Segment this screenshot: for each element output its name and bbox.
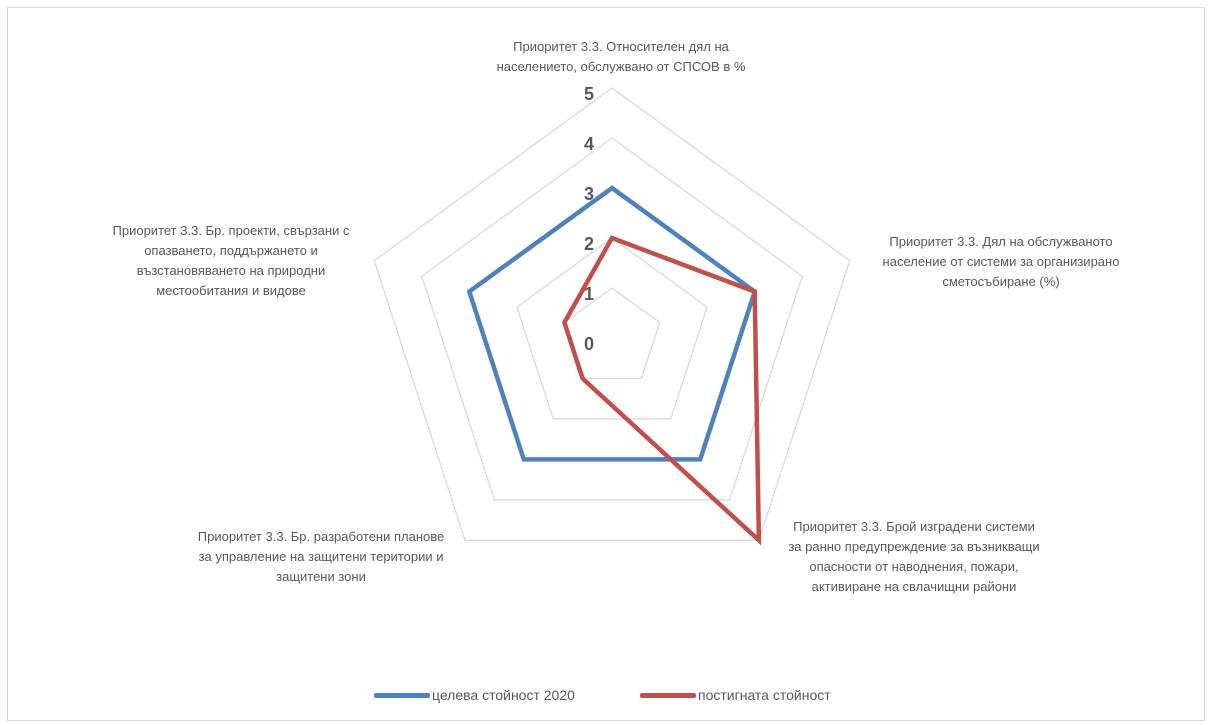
legend-swatch-achieved [640,692,696,698]
category-label-4-line-2: възстановяването на природни [136,263,326,278]
category-label-3-line-0: Приоритет 3.3. Бр. разработени планове [197,529,445,544]
category-label-3-line-2: защитени зони [276,569,366,584]
tick-label-2: 2 [584,234,594,254]
legend-swatch-target [374,692,430,698]
category-label-0-line-1: населението, обслужвано от СПСОВ в % [496,59,746,74]
legend-label-target: целева стойност 2020 [432,687,575,703]
grid-ring-2 [516,237,708,420]
category-label-4-line-3: местообитания и видове [156,283,306,298]
radial-axis-ticks: 0 1 2 3 4 5 [584,84,594,354]
grid-ring-4 [421,137,803,501]
legend-item-target: целева стойност 2020 [374,683,575,707]
radar-series [466,185,762,546]
category-label-4-line-1: опазването, поддържането и [144,243,318,258]
legend-label-achieved: постигната стойност [698,687,831,703]
category-label-1: Приоритет 3.3. Дял на обслужваното насел… [836,232,1166,292]
category-label-4: Приоритет 3.3. Бр. проекти, свързани с о… [66,221,396,301]
category-label-2: Приоритет 3.3. Брой изградени системи за… [744,517,1084,597]
series-line-1 [561,235,762,546]
category-label-2-line-1: за ранно предупреждение за възникващи [788,539,1040,554]
legend-item-achieved: постигната стойност [640,683,831,707]
radar-grid [373,87,851,541]
tick-label-5: 5 [584,84,594,104]
tick-label-3: 3 [584,184,594,204]
category-label-3-line-1: за управление на защитени територии и [198,549,444,564]
category-label-0-line-0: Приоритет 3.3. Относителен дял на [513,39,729,54]
category-label-4-line-0: Приоритет 3.3. Бр. проекти, свързани с [112,223,350,238]
tick-label-4: 4 [584,134,594,154]
grid-ring-5 [373,87,851,541]
grid-ring-1 [563,287,661,380]
category-label-1-line-2: сметосъбиране (%) [942,274,1060,289]
category-label-1-line-1: население от системи за организирано [882,254,1120,269]
tick-label-0: 0 [584,334,594,354]
category-label-2-line-0: Приоритет 3.3. Брой изградени системи [793,519,1035,534]
category-label-0: Приоритет 3.3. Относителен дял на населе… [441,37,801,77]
category-label-2-line-2: опасности от наводнения, пожари, [809,559,1019,574]
legend: целева стойност 2020 постигната стойност [0,683,1208,707]
category-label-2-line-3: активиране на свлачищни райони [811,579,1017,594]
category-label-1-line-0: Приоритет 3.3. Дял на обслужваното [889,234,1113,249]
chart-frame [7,7,1205,721]
tick-label-1: 1 [584,284,594,304]
series-line-0 [466,185,758,462]
category-label-3: Приоритет 3.3. Бр. разработени планове з… [146,527,496,587]
